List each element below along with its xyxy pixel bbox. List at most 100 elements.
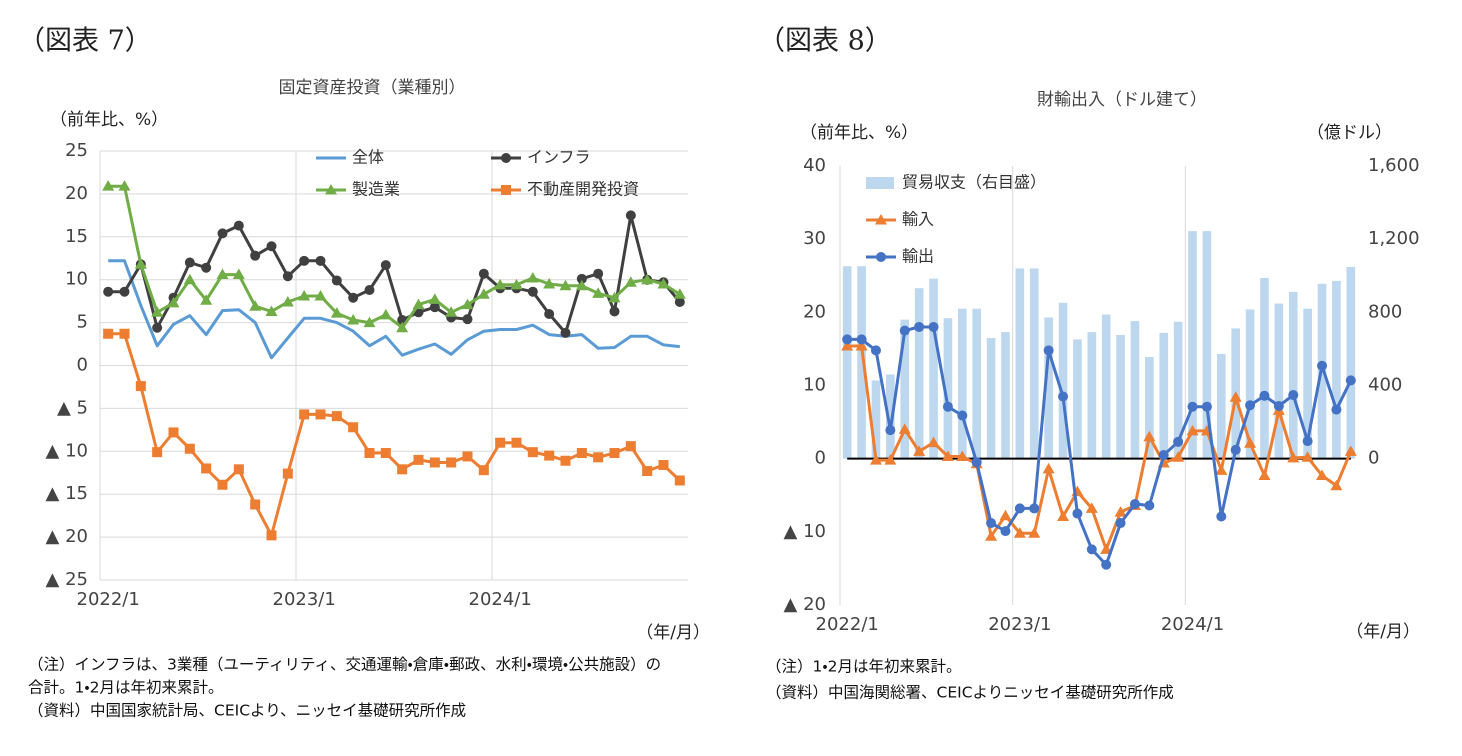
bar	[1159, 332, 1169, 459]
point	[1216, 511, 1227, 522]
y-tick-label: ▲ 20	[784, 594, 826, 615]
point	[971, 457, 982, 468]
point	[941, 450, 954, 461]
point	[1101, 559, 1112, 570]
point	[1085, 502, 1098, 513]
legend-swatch	[866, 177, 894, 189]
point	[232, 268, 245, 280]
point	[348, 422, 359, 433]
legend-label: 貿易収支（右目盛）	[902, 173, 1046, 192]
point	[841, 339, 854, 351]
note: （注）インフラは、3業種（ユーティリティ、交通運輸・倉庫・郵政、水利・環境・公共…	[28, 656, 661, 674]
y-tick-label: 10	[65, 269, 88, 290]
note: （注）1・2月は年初来累計。	[766, 658, 962, 676]
bar	[1044, 317, 1053, 459]
point	[1086, 544, 1097, 555]
bar	[1087, 332, 1097, 459]
point	[217, 228, 228, 239]
point	[625, 210, 636, 221]
y-tick-label: 0	[77, 355, 88, 376]
point	[428, 293, 441, 304]
point	[1331, 404, 1342, 415]
point	[103, 328, 114, 339]
point	[609, 306, 620, 317]
point	[233, 464, 244, 475]
point	[151, 306, 164, 317]
y-axis-label: （前年比、%）	[800, 123, 918, 143]
point	[576, 273, 587, 284]
point	[331, 275, 342, 286]
series-line	[108, 184, 681, 330]
y-tick-label: 20	[65, 183, 88, 204]
bar	[886, 374, 895, 459]
legend-label: 輸入	[902, 210, 934, 229]
y-axis-label: （前年比、%）	[50, 110, 168, 130]
point	[347, 314, 360, 325]
y-tick-label: 40	[803, 155, 826, 176]
bar	[1029, 268, 1039, 459]
y-tick-label: 5	[77, 312, 88, 333]
legend-label: 全体	[352, 148, 384, 167]
bar	[1245, 309, 1255, 459]
point	[1201, 401, 1212, 412]
legend-marker	[501, 185, 511, 195]
point	[1187, 401, 1198, 412]
point	[956, 450, 969, 461]
bar	[857, 266, 866, 459]
bar	[1173, 321, 1183, 459]
x-tick-label: 2023/1	[273, 589, 336, 610]
bar	[972, 308, 982, 459]
point	[608, 291, 621, 303]
point	[1144, 500, 1155, 511]
point	[885, 425, 896, 436]
point	[315, 255, 326, 266]
point	[510, 278, 523, 290]
point	[1273, 400, 1284, 411]
point	[1317, 360, 1328, 371]
legend-label: 不動産開発投資	[527, 180, 639, 199]
point	[957, 410, 968, 421]
point	[429, 457, 440, 468]
point	[560, 327, 571, 338]
y2-tick-label: 1,200	[1368, 228, 1420, 249]
point	[1013, 527, 1026, 538]
point	[928, 321, 939, 332]
point	[379, 308, 392, 320]
point	[478, 465, 489, 476]
y-tick-label: ▲ 15	[46, 483, 88, 504]
point	[364, 284, 375, 295]
bar	[943, 318, 953, 459]
point	[1172, 451, 1185, 462]
point	[559, 279, 572, 291]
point	[429, 302, 440, 313]
point	[413, 454, 424, 465]
point	[298, 290, 311, 301]
bar	[1101, 314, 1111, 459]
x-tick-label: 2022/1	[816, 614, 879, 635]
y2-tick-label: 400	[1368, 375, 1402, 396]
point	[884, 454, 897, 465]
y-tick-label: 20	[803, 301, 826, 322]
bar	[1058, 302, 1068, 459]
point	[842, 334, 853, 345]
x-tick-label: 2022/1	[77, 589, 140, 610]
point	[1259, 390, 1270, 401]
point	[281, 296, 294, 307]
point	[999, 509, 1012, 521]
point	[119, 286, 130, 297]
point	[576, 448, 587, 459]
point	[1058, 391, 1069, 402]
point	[1229, 391, 1242, 402]
point	[462, 451, 473, 462]
point	[1258, 469, 1271, 480]
point	[625, 441, 636, 452]
y-tick-label: 25	[65, 140, 88, 161]
point	[184, 443, 195, 454]
series-line	[108, 259, 680, 360]
point	[282, 271, 293, 282]
y2-axis-label: （億ドル）	[1307, 123, 1392, 143]
bar	[1346, 266, 1356, 459]
y-tick-label: 0	[815, 448, 826, 469]
point	[856, 334, 867, 345]
point	[914, 321, 925, 332]
